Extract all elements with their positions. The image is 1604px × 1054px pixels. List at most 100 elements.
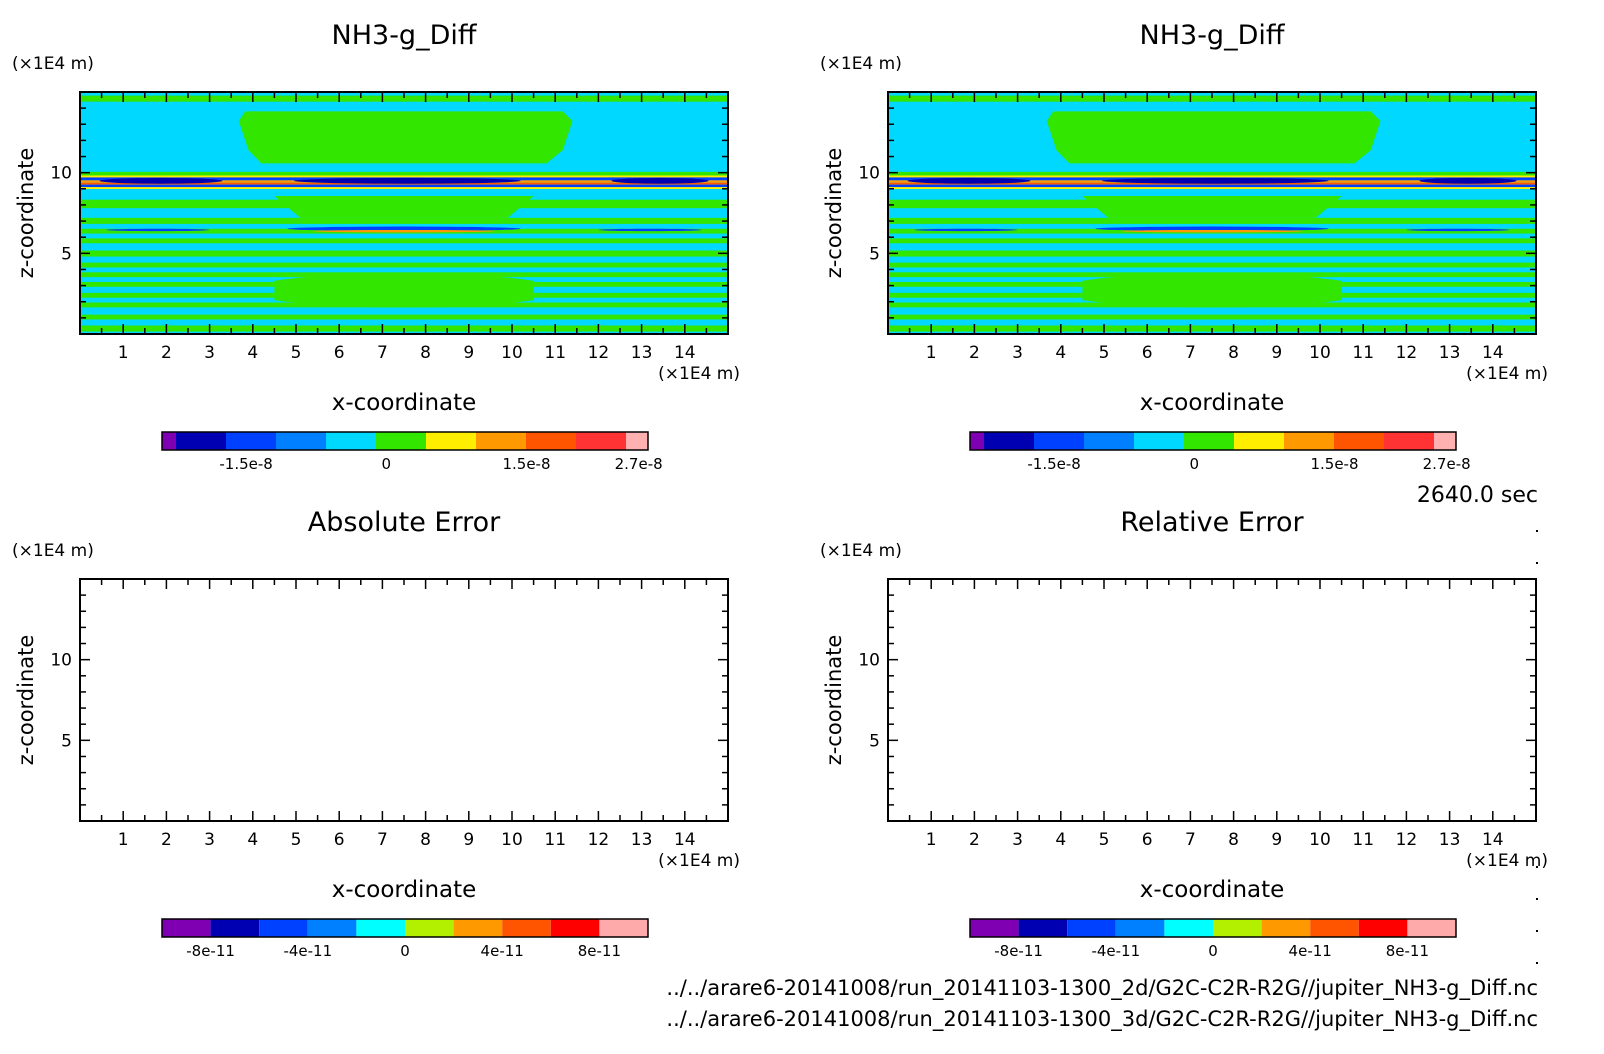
x-tick-label: 10 <box>1309 343 1331 363</box>
x-tick-label: 12 <box>588 343 610 363</box>
shear-layer <box>80 175 728 178</box>
colorbar-label: 1.5e-8 <box>502 455 550 473</box>
chart-panel-1: NH3-g_Diff(×1E4 m)1 2 3 4 5 6 7 8 9 10 11 12 13 14510… <box>12 20 740 473</box>
x-tick-label: 5 <box>1099 343 1110 363</box>
colorbar-frame <box>969 431 1457 451</box>
colorbar-label: 2.7e-8 <box>1423 455 1471 473</box>
x-axis-label: x-coordinate <box>1140 877 1285 903</box>
colorbar-swatch <box>1284 432 1334 450</box>
x-tick-label: 4 <box>1055 830 1066 850</box>
colorbar-swatch <box>984 432 1034 450</box>
x-unit-label: (×1E4 m) <box>658 364 740 384</box>
plot-frame <box>79 578 729 822</box>
x-tick-label: 2 <box>161 830 172 850</box>
contour-band <box>888 250 1536 257</box>
colorbar-swatch <box>376 432 426 450</box>
colorbar-swatch <box>356 919 405 937</box>
streak <box>1095 226 1329 231</box>
x-tick-label: 7 <box>1185 830 1196 850</box>
shear-layer <box>888 175 1536 178</box>
colorbar-swatch <box>1384 432 1434 450</box>
x-tick-label: 13 <box>631 343 653 363</box>
streak <box>287 226 521 231</box>
contour-band <box>80 171 728 180</box>
colorbar-swatch <box>1084 432 1134 450</box>
x-tick-label: 3 <box>1012 830 1023 850</box>
colorbar-swatch <box>1184 432 1234 450</box>
colorbar-label: -1.5e-8 <box>1027 455 1080 473</box>
contour-band <box>888 238 1536 244</box>
chart-title: Absolute Error <box>308 507 501 538</box>
contour-band <box>888 171 1536 180</box>
x-tick-label: 6 <box>334 343 345 363</box>
colorbar-swatch <box>1134 432 1184 450</box>
colorbar-swatch <box>307 919 357 937</box>
colorbar-label: -8e-11 <box>994 942 1043 960</box>
contour-band <box>888 95 1536 102</box>
colorbar-label: 8e-11 <box>1386 942 1429 960</box>
y-axis-label: z-coordinate <box>822 635 846 766</box>
contour-band <box>80 217 728 224</box>
x-tick-label: 8 <box>420 830 431 850</box>
x-tick-label: 14 <box>1482 343 1504 363</box>
colorbar-swatch <box>1115 919 1165 937</box>
colorbar-swatch <box>1164 919 1213 937</box>
y-tick-label: 5 <box>61 731 72 751</box>
middle-contour-region <box>274 196 534 218</box>
y-axis-label: z-coordinate <box>14 148 38 279</box>
chart-title: Relative Error <box>1120 507 1304 538</box>
x-tick-label: 5 <box>1099 830 1110 850</box>
y-tick-label: 10 <box>50 164 72 184</box>
chart-title: NH3-g_Diff <box>1140 20 1286 51</box>
x-tick-label: 8 <box>420 343 431 363</box>
x-tick-label: 11 <box>1352 830 1374 850</box>
colorbar-label: 0 <box>1190 455 1200 473</box>
colorbar-label: 0 <box>1208 942 1218 960</box>
chart-title: NH3-g_Diff <box>332 20 478 51</box>
shear-core <box>99 177 223 184</box>
lower-contour-region <box>274 273 534 308</box>
y-unit-label: (×1E4 m) <box>820 541 902 561</box>
colorbar-swatch <box>162 432 176 450</box>
x-tick-label: 7 <box>377 830 388 850</box>
colorbar-frame <box>161 431 649 451</box>
x-tick-label: 1 <box>926 343 937 363</box>
y-tick-label: 5 <box>61 244 72 264</box>
colorbar-swatch <box>326 432 376 450</box>
colorbar-label: 4e-11 <box>481 942 524 960</box>
colorbar-frame <box>969 918 1457 938</box>
y-tick-label: 10 <box>858 164 880 184</box>
colorbar-swatch <box>1213 919 1262 937</box>
contour-band <box>80 250 728 257</box>
y-axis-label: z-coordinate <box>14 635 38 766</box>
x-tick-label: 12 <box>1396 343 1418 363</box>
colorbar-label: -4e-11 <box>1091 942 1140 960</box>
x-tick-label: 4 <box>1055 343 1066 363</box>
x-tick-label: 14 <box>674 830 696 850</box>
streak <box>598 228 703 232</box>
colorbar-label: -8e-11 <box>186 942 235 960</box>
colorbar-label: 0 <box>400 942 410 960</box>
x-tick-label: 2 <box>161 343 172 363</box>
x-tick-label: 8 <box>1228 343 1239 363</box>
x-tick-label: 13 <box>1439 343 1461 363</box>
colorbar-swatch <box>476 432 526 450</box>
colorbar-swatch <box>426 432 476 450</box>
streak <box>313 229 495 233</box>
colorbar-swatch <box>259 919 308 937</box>
x-axis-label: x-coordinate <box>1140 390 1285 416</box>
y-unit-label: (×1E4 m) <box>12 541 94 561</box>
x-tick-label: 2 <box>969 343 980 363</box>
x-tick-label: 7 <box>1185 343 1196 363</box>
colorbar-frame <box>161 918 649 938</box>
x-axis-label: x-coordinate <box>332 877 477 903</box>
colorbar-swatch <box>226 432 276 450</box>
colorbar-swatch <box>1067 919 1116 937</box>
x-unit-label: (×1E4 m) <box>1466 851 1548 871</box>
contour-band <box>80 238 728 244</box>
y-axis-label: z-coordinate <box>822 148 846 279</box>
colorbar-swatch <box>970 919 1019 937</box>
time-label: 2640.0 sec <box>1417 483 1538 508</box>
colorbar-swatch <box>599 919 648 937</box>
x-tick-label: 11 <box>544 830 566 850</box>
